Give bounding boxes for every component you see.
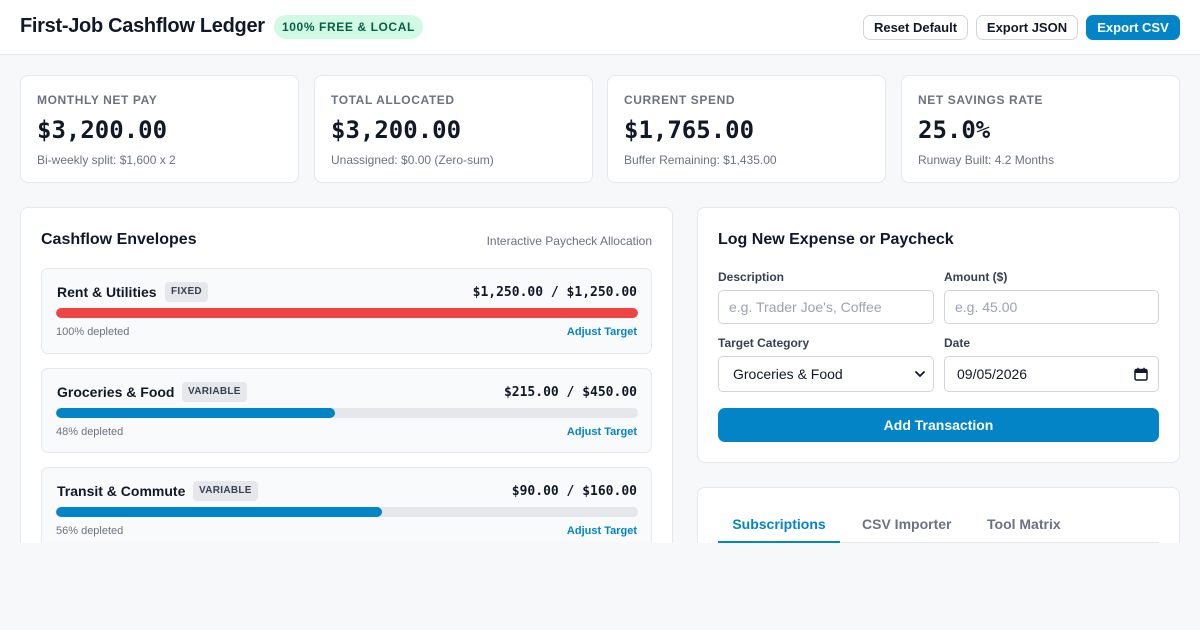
app-title: First-Job Cashflow Ledger	[20, 15, 265, 37]
tabs-divider	[718, 542, 1159, 543]
add-transaction-button[interactable]: Add Transaction	[718, 408, 1159, 442]
envelope-amount: $215.00 / $450.00	[503, 385, 637, 400]
envelope-name: Rent & Utilities	[57, 284, 157, 300]
envelope-progress-fill	[56, 308, 638, 318]
log-transaction-panel: Log New Expense or Paycheck Description …	[697, 207, 1180, 463]
stat-card-current-spend: CURRENT SPEND $1,765.00 Buffer Remaining…	[607, 75, 886, 183]
date-input[interactable]: 09/05/2026	[944, 356, 1159, 392]
stat-value: $1,765.00	[624, 116, 755, 144]
envelope-card-groceries: Groceries & Food VARIABLE $215.00 / $450…	[41, 368, 652, 453]
date-label: Date	[944, 336, 971, 350]
tab-csv-importer[interactable]: CSV Importer	[862, 516, 952, 532]
envelope-name: Groceries & Food	[57, 384, 175, 400]
stat-value: 25.0%	[918, 116, 991, 144]
envelope-type-badge: FIXED	[165, 282, 208, 302]
stat-value: $3,200.00	[37, 116, 168, 144]
envelopes-panel: Cashflow Envelopes Interactive Paycheck …	[20, 207, 673, 543]
envelope-status: 56% depleted	[56, 525, 124, 537]
stat-subtext: Unassigned: $0.00 (Zero-sum)	[331, 153, 494, 167]
stat-card-total-allocated: TOTAL ALLOCATED $3,200.00 Unassigned: $0…	[314, 75, 593, 183]
log-title: Log New Expense or Paycheck	[718, 231, 954, 248]
stat-label: CURRENT SPEND	[624, 93, 736, 107]
calendar-icon[interactable]	[1134, 367, 1148, 381]
adjust-target-link[interactable]: Adjust Target	[566, 426, 637, 438]
free-local-badge: 100% FREE & LOCAL	[274, 15, 423, 39]
stat-label: MONTHLY NET PAY	[37, 93, 158, 107]
envelope-type-badge: VARIABLE	[193, 481, 258, 501]
envelope-progress-track	[56, 507, 638, 517]
envelope-card-transit: Transit & Commute VARIABLE $90.00 / $160…	[41, 467, 652, 543]
category-select-value: Groceries & Food	[733, 366, 843, 382]
envelope-progress-track	[56, 408, 638, 418]
envelopes-title: Cashflow Envelopes	[41, 231, 197, 248]
envelope-status: 100% depleted	[56, 326, 130, 338]
reset-default-button[interactable]: Reset Default	[863, 15, 968, 40]
top-bar: First-Job Cashflow Ledger 100% FREE & LO…	[0, 0, 1200, 55]
category-label: Target Category	[718, 336, 810, 350]
stat-subtext: Bi-weekly split: $1,600 x 2	[37, 153, 176, 167]
stat-label: TOTAL ALLOCATED	[331, 93, 455, 107]
amount-label: Amount ($)	[944, 270, 1008, 284]
stat-card-net-pay: MONTHLY NET PAY $3,200.00 Bi-weekly spli…	[20, 75, 299, 183]
envelope-progress-track	[56, 308, 638, 318]
tools-tabs-panel: Subscriptions CSV Importer Tool Matrix	[697, 487, 1180, 543]
stat-value: $3,200.00	[331, 116, 462, 144]
envelope-amount: $90.00 / $160.00	[511, 484, 637, 499]
tab-subscriptions[interactable]: Subscriptions	[718, 516, 840, 543]
envelope-progress-fill	[56, 408, 336, 418]
stat-subtext: Buffer Remaining: $1,435.00	[624, 153, 777, 167]
description-input[interactable]	[718, 290, 934, 324]
envelope-type-badge: VARIABLE	[182, 382, 247, 402]
adjust-target-link[interactable]: Adjust Target	[566, 525, 637, 537]
stat-label: NET SAVINGS RATE	[918, 93, 1044, 107]
adjust-target-link[interactable]: Adjust Target	[566, 326, 637, 338]
envelopes-hint: Interactive Paycheck Allocation	[486, 234, 652, 248]
tab-tool-matrix[interactable]: Tool Matrix	[987, 516, 1061, 532]
stat-subtext: Runway Built: 4.2 Months	[918, 153, 1055, 167]
envelope-card-rent: Rent & Utilities FIXED $1,250.00 / $1,25…	[41, 268, 652, 354]
category-select[interactable]: Groceries & Food	[718, 356, 934, 392]
envelope-status: 48% depleted	[56, 426, 124, 438]
description-label: Description	[718, 270, 785, 284]
export-json-button[interactable]: Export JSON	[976, 15, 1078, 40]
envelope-amount: $1,250.00 / $1,250.00	[472, 285, 637, 300]
envelope-name: Transit & Commute	[57, 483, 186, 499]
chevron-down-icon	[915, 371, 925, 377]
export-csv-button[interactable]: Export CSV	[1086, 15, 1180, 40]
amount-input[interactable]	[944, 290, 1159, 324]
date-value: 09/05/2026	[957, 366, 1028, 382]
stat-card-savings-rate: NET SAVINGS RATE 25.0% Runway Built: 4.2…	[901, 75, 1180, 183]
envelope-progress-fill	[56, 507, 382, 517]
